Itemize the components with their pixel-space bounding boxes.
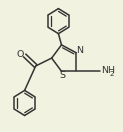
Text: 2: 2 [110,71,115,77]
Text: NH: NH [101,66,115,75]
Text: O: O [17,50,24,59]
Text: S: S [60,71,66,80]
Text: N: N [77,46,83,55]
